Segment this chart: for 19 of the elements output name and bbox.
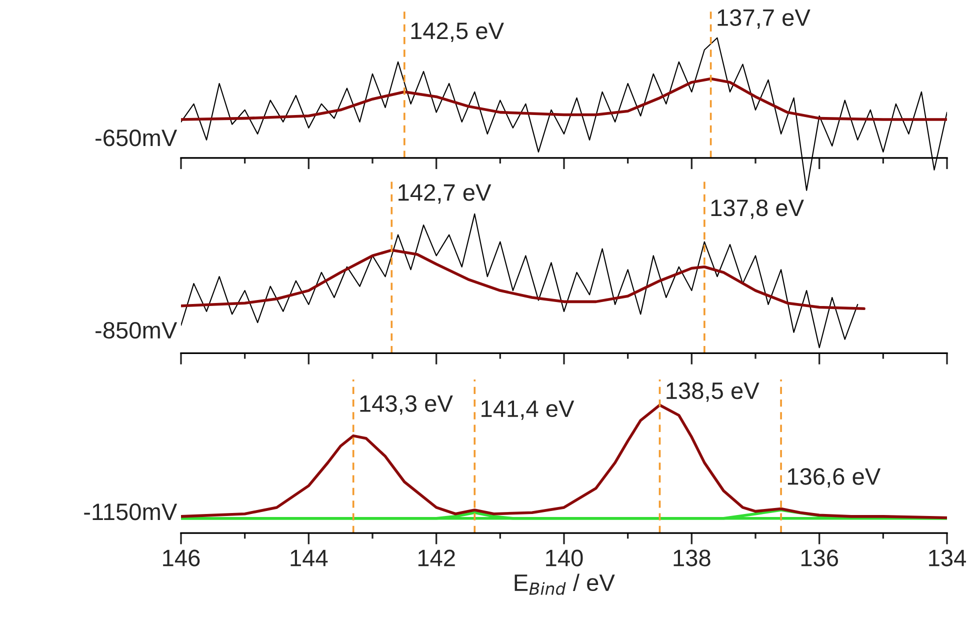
x-tick-label: 138 [674, 550, 710, 566]
y-axis-title: -1150mV [84, 503, 178, 520]
x-tick-label: 134 [929, 550, 966, 566]
x-tick-label: 136 [801, 550, 838, 566]
ref-line-label: 138,5 eV [666, 382, 760, 402]
ref-line-label: 141,4 eV [482, 400, 574, 420]
y-axis-title: -850mV [96, 322, 178, 339]
x-tick-label: 140 [546, 550, 583, 566]
y-axis-title: -650mV [96, 130, 178, 146]
ref-line-label: 137,8 eV [711, 200, 804, 220]
x-tick-label: 146 [163, 550, 200, 566]
x-tick-label: 142 [418, 550, 455, 566]
ref-line-label: 143,3 eV [360, 395, 453, 415]
x-axis-title: E$_{Bind}$ / eV [514, 574, 615, 595]
ref-line-label: 142,7 eV [398, 184, 492, 204]
ref-line-label: 136,6 eV [788, 468, 881, 488]
ref-line-label: 142,5 eV [411, 22, 504, 42]
x-tick-label: 144 [290, 550, 328, 566]
ref-line-label: 137,7 eV [718, 9, 810, 29]
